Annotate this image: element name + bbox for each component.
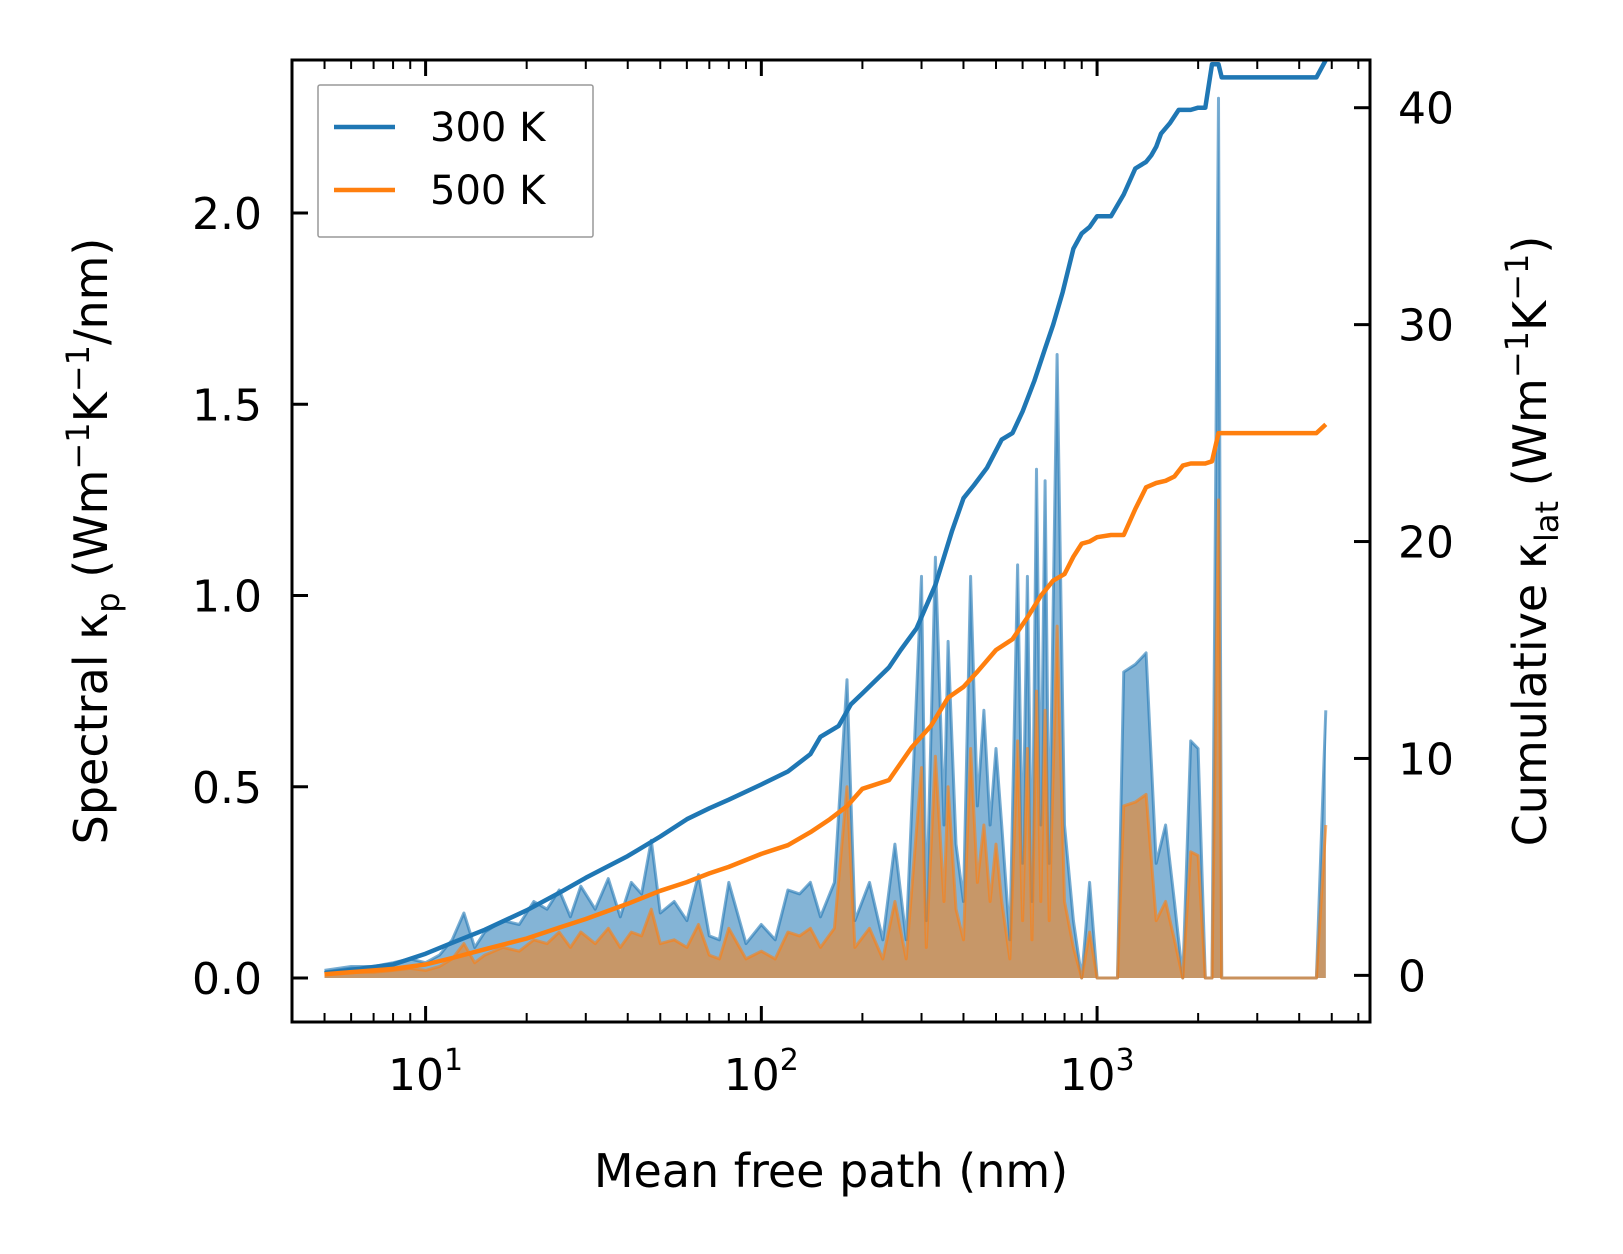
y-left-tick-label: 1.5 — [192, 380, 262, 431]
y-right-axis-title: Cumulative κlat (Wm−1K−1) — [1498, 236, 1566, 847]
y-right-axis: 0 10 20 30 40 — [1354, 84, 1454, 1002]
spectral-outline-500k — [324, 498, 1328, 980]
x-tick-label: 101 — [388, 1043, 463, 1101]
legend-label-300k: 300 K — [430, 105, 547, 151]
legend: 300 K 500 K — [317, 84, 594, 238]
legend-box — [317, 84, 594, 238]
legend-label-500k: 500 K — [430, 168, 547, 214]
y-left-axis-title: Spectral κp (Wm−1K−1/nm) — [59, 238, 127, 845]
y-right-tick-label: 0 — [1398, 951, 1426, 1002]
y-left-tick-label: 1.0 — [192, 572, 262, 623]
cumulative-line-300k — [324, 60, 1328, 976]
y-right-tick-label: 40 — [1398, 84, 1454, 135]
y-left-tick-label: 2.0 — [192, 189, 262, 240]
x-tick-label: 102 — [724, 1043, 799, 1101]
x-axis: 101 102 103 — [291, 60, 1360, 1101]
y-left-tick-label: 0.0 — [192, 954, 262, 1005]
x-tick-label: 103 — [1060, 1043, 1135, 1101]
x-axis-title: Mean free path (nm) — [594, 1144, 1068, 1198]
cumulative-line-layer — [324, 60, 1328, 977]
spectral-area-layer — [324, 96, 1328, 980]
y-left-axis: 0.0 0.5 1.0 1.5 2.0 — [192, 189, 308, 1005]
y-left-tick-label: 0.5 — [192, 763, 262, 814]
y-right-tick-label: 30 — [1398, 301, 1454, 352]
cumulative-line-500k — [324, 422, 1328, 977]
y-right-tick-label: 10 — [1398, 734, 1454, 785]
y-right-tick-label: 20 — [1398, 518, 1454, 569]
